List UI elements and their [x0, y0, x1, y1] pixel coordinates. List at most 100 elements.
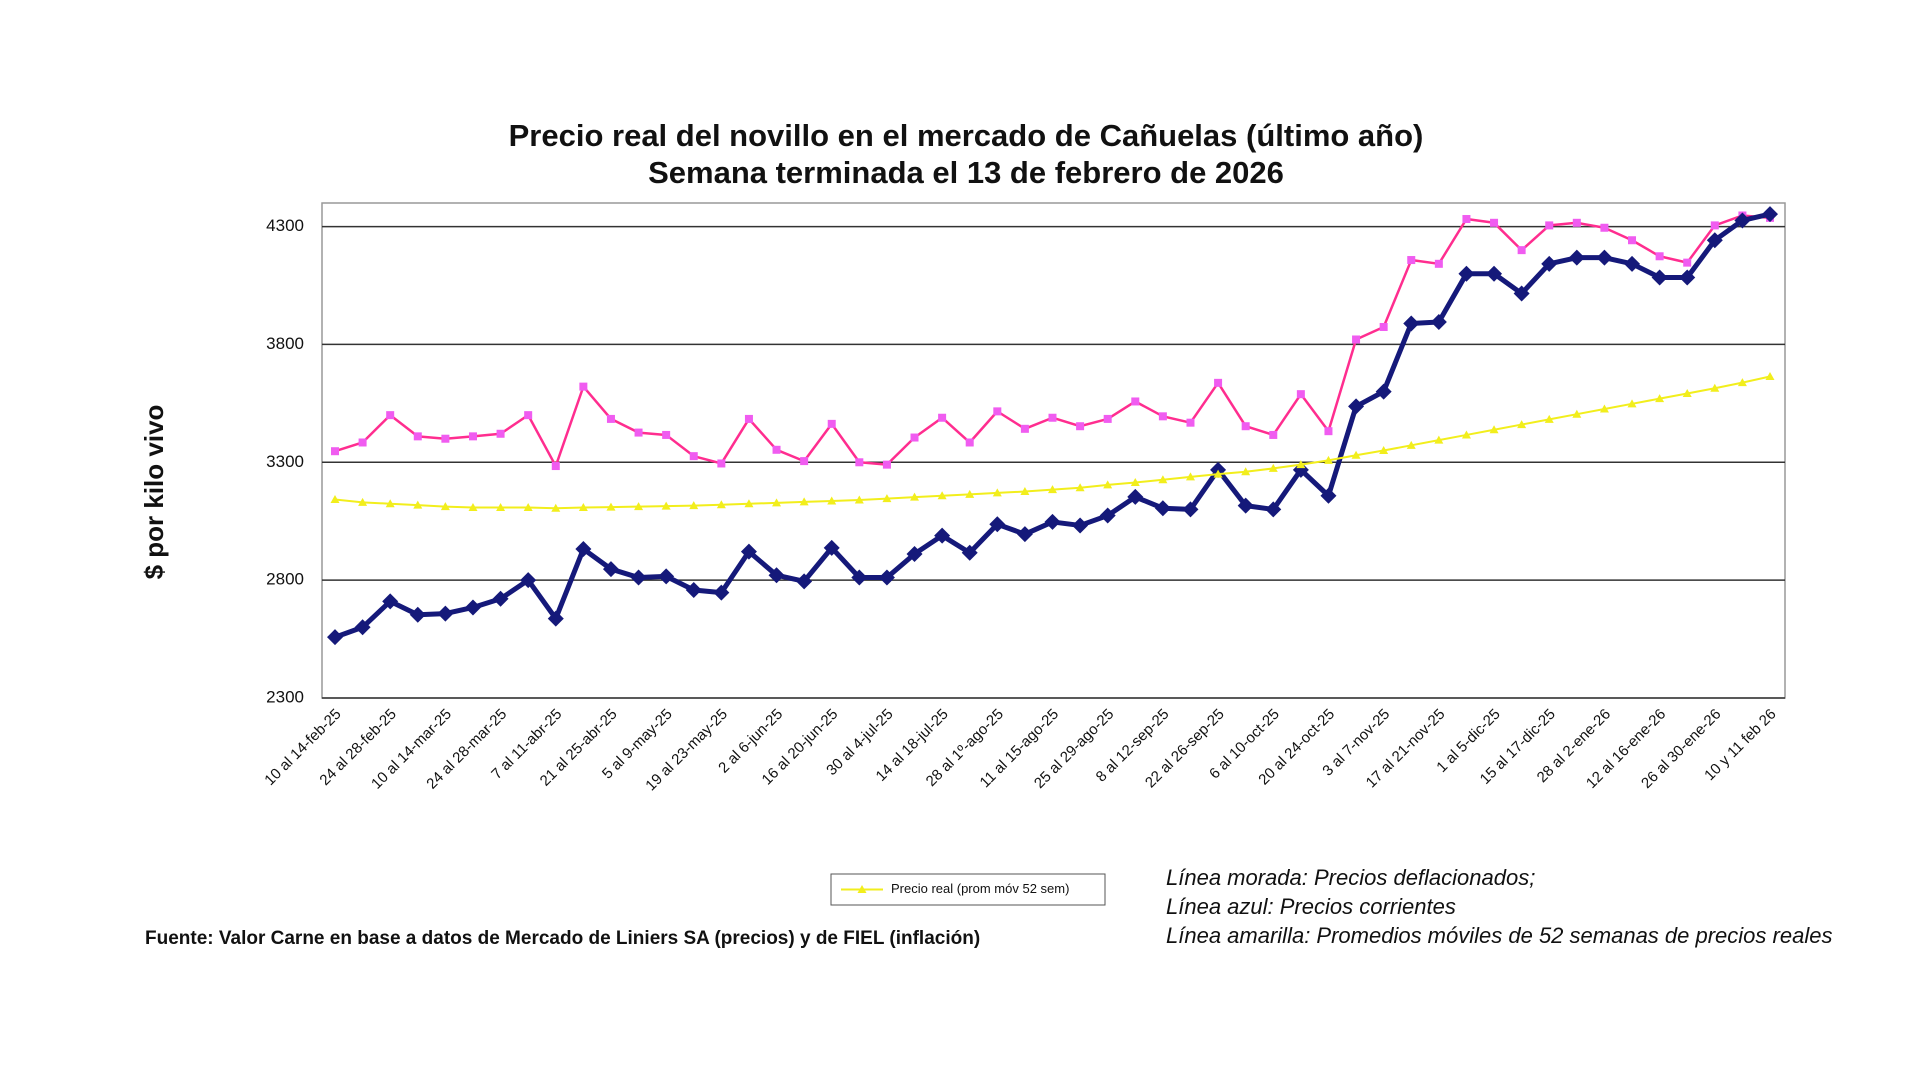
point	[1103, 480, 1113, 489]
point	[1375, 383, 1392, 400]
point	[827, 419, 836, 428]
point	[1682, 388, 1692, 397]
point	[661, 501, 671, 510]
point	[1241, 467, 1251, 476]
point	[386, 411, 395, 420]
point	[551, 503, 561, 512]
point	[1490, 218, 1499, 227]
point	[524, 411, 533, 420]
point	[1461, 430, 1471, 439]
point	[713, 584, 730, 601]
point	[1158, 412, 1167, 421]
point	[1545, 221, 1554, 230]
point	[1296, 390, 1305, 399]
point	[1241, 422, 1250, 431]
point	[409, 606, 426, 623]
point	[910, 433, 919, 442]
y-tick-label: 3800	[266, 334, 304, 353]
point	[878, 569, 895, 586]
point	[1572, 409, 1582, 418]
point	[496, 429, 505, 438]
point	[1016, 526, 1033, 543]
point	[772, 445, 781, 454]
point	[606, 414, 615, 423]
point	[1462, 215, 1471, 224]
point	[1710, 383, 1720, 392]
point	[578, 503, 588, 512]
y-tick-label: 3300	[266, 452, 304, 471]
point	[799, 497, 809, 506]
point	[716, 500, 726, 509]
point	[685, 582, 702, 599]
point	[464, 599, 481, 616]
point	[1158, 475, 1168, 484]
y-tick-label: 4300	[266, 216, 304, 235]
point	[634, 428, 643, 437]
point	[1044, 513, 1061, 530]
point	[1182, 501, 1199, 518]
point	[327, 629, 343, 646]
point	[440, 502, 450, 511]
point	[413, 500, 423, 509]
point	[358, 438, 367, 447]
point	[331, 447, 339, 456]
point	[630, 569, 647, 586]
point	[1103, 414, 1112, 423]
chart-subtitle: Semana terminada el 13 de febrero de 202…	[648, 155, 1284, 190]
point	[823, 539, 840, 556]
point	[1655, 252, 1664, 261]
point	[965, 489, 975, 498]
point	[1185, 472, 1195, 481]
point	[606, 502, 616, 511]
point	[437, 605, 454, 622]
y-tick-label: 2800	[266, 570, 304, 589]
legend-marker	[857, 885, 867, 893]
point	[1568, 249, 1585, 266]
point	[1406, 440, 1416, 449]
point	[740, 543, 757, 560]
point	[382, 593, 399, 610]
point	[330, 495, 340, 504]
point	[965, 438, 974, 447]
note: Línea azul: Precios corrientes	[1166, 894, 1456, 919]
point	[385, 499, 395, 508]
point	[358, 497, 368, 506]
point	[1627, 399, 1637, 408]
point	[1352, 335, 1361, 344]
point	[1430, 314, 1447, 331]
point	[993, 407, 1002, 416]
point	[1517, 420, 1527, 429]
point	[468, 432, 477, 441]
point	[575, 541, 592, 558]
point	[1710, 221, 1719, 230]
point	[658, 568, 675, 585]
point	[1131, 397, 1140, 406]
point	[1434, 259, 1443, 268]
point	[1268, 463, 1278, 472]
point	[1458, 265, 1475, 282]
point	[800, 457, 809, 466]
point	[1237, 497, 1254, 514]
point	[1486, 265, 1503, 282]
point	[1544, 414, 1554, 423]
point	[689, 452, 698, 461]
point	[772, 498, 782, 507]
point	[1154, 500, 1171, 517]
y-axis-label: $ por kilo vivo	[139, 405, 169, 580]
note: Línea morada: Precios deflacionados;	[1166, 865, 1535, 890]
point	[1351, 450, 1361, 459]
point	[1572, 218, 1581, 227]
point	[1734, 212, 1751, 229]
point	[496, 503, 506, 512]
y-tick-label: 2300	[266, 687, 304, 706]
note: Línea amarilla: Promedios móviles de 52 …	[1166, 923, 1832, 948]
point	[1296, 460, 1306, 469]
point	[1379, 322, 1388, 331]
point	[934, 527, 951, 544]
point	[1020, 424, 1029, 433]
point	[468, 503, 478, 512]
point	[717, 459, 726, 468]
chart-title: Precio real del novillo en el mercado de…	[509, 118, 1424, 153]
point	[1599, 404, 1609, 413]
